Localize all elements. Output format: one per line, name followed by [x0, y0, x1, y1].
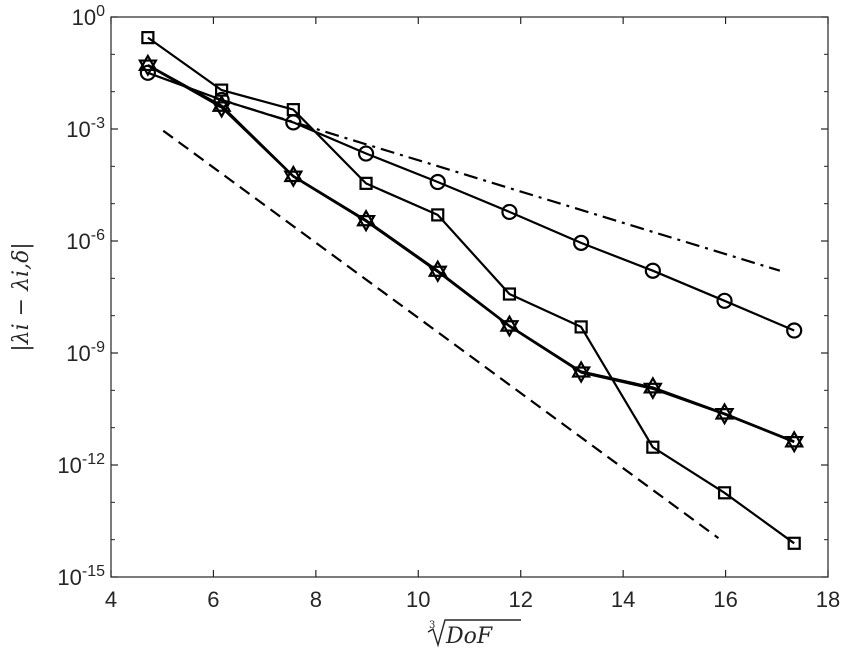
- data-point: [501, 203, 518, 221]
- y-tick-label: 10-9: [66, 339, 105, 366]
- data-point: [357, 145, 375, 162]
- data-point: [429, 173, 446, 191]
- data-point: [137, 53, 158, 72]
- x-tick-label: 14: [611, 587, 635, 612]
- data-point: [286, 103, 300, 117]
- axis-ticks: 4 6 8 10 12 14 16 18 100 10-3 10-6 10-9 10-12 10-15: [57, 3, 840, 612]
- y-tick-label: 10-6: [66, 227, 105, 254]
- data-point: [427, 265, 448, 283]
- data-point: [642, 382, 663, 401]
- y-axis-label: |λi − λi,δ|: [9, 242, 34, 351]
- data-point: [784, 436, 805, 454]
- data-point: [141, 31, 155, 45]
- x-tick-label: 16: [713, 587, 737, 612]
- series-circle: [139, 64, 803, 339]
- data-point: [571, 366, 592, 384]
- data-point: [714, 402, 735, 420]
- data-point: [787, 536, 801, 550]
- data-point: [716, 292, 733, 309]
- x-axis-label-text: DoF: [445, 624, 493, 649]
- data-point: [714, 408, 735, 426]
- data-point: [574, 320, 588, 334]
- data-point: [499, 320, 520, 338]
- data-series: [137, 31, 805, 550]
- data-point: [646, 440, 660, 454]
- series-triangle-down: [137, 59, 805, 454]
- y-tick-label: 10-15: [57, 563, 105, 590]
- data-point: [642, 376, 663, 394]
- series-line: [147, 71, 795, 332]
- x-tick-label: 12: [508, 587, 532, 612]
- reference-line-dashed: [162, 129, 720, 540]
- x-tick-label: 6: [207, 587, 219, 612]
- data-point: [356, 215, 376, 233]
- y-tick-label: 10-12: [57, 451, 105, 478]
- data-point: [717, 486, 732, 500]
- plot-area: 4 6 8 10 12 14 16 18 100 10-3 10-6 10-9 10-12 10-15: [57, 3, 840, 612]
- x-tick-label: 8: [310, 587, 322, 612]
- y-tick-label: 100: [72, 3, 105, 30]
- data-point: [359, 176, 373, 190]
- x-tick-label: 10: [406, 587, 430, 612]
- data-point: [283, 170, 304, 188]
- data-point: [573, 234, 590, 251]
- series-line: [147, 36, 795, 545]
- data-point: [502, 287, 517, 301]
- x-tick-label: 4: [105, 587, 117, 612]
- data-point: [786, 322, 803, 339]
- data-point: [137, 59, 158, 77]
- series-line: [147, 64, 795, 444]
- radical-sign: [427, 619, 521, 648]
- x-axis-label: 3 DoF: [427, 619, 521, 649]
- data-point: [431, 208, 445, 222]
- x-tick-label: 18: [816, 587, 840, 612]
- data-point: [644, 262, 661, 279]
- data-point: [211, 101, 232, 119]
- radical-index: 3: [429, 620, 435, 631]
- y-tick-label: 10-3: [66, 115, 105, 142]
- data-point: [211, 94, 232, 112]
- series-square: [141, 31, 801, 550]
